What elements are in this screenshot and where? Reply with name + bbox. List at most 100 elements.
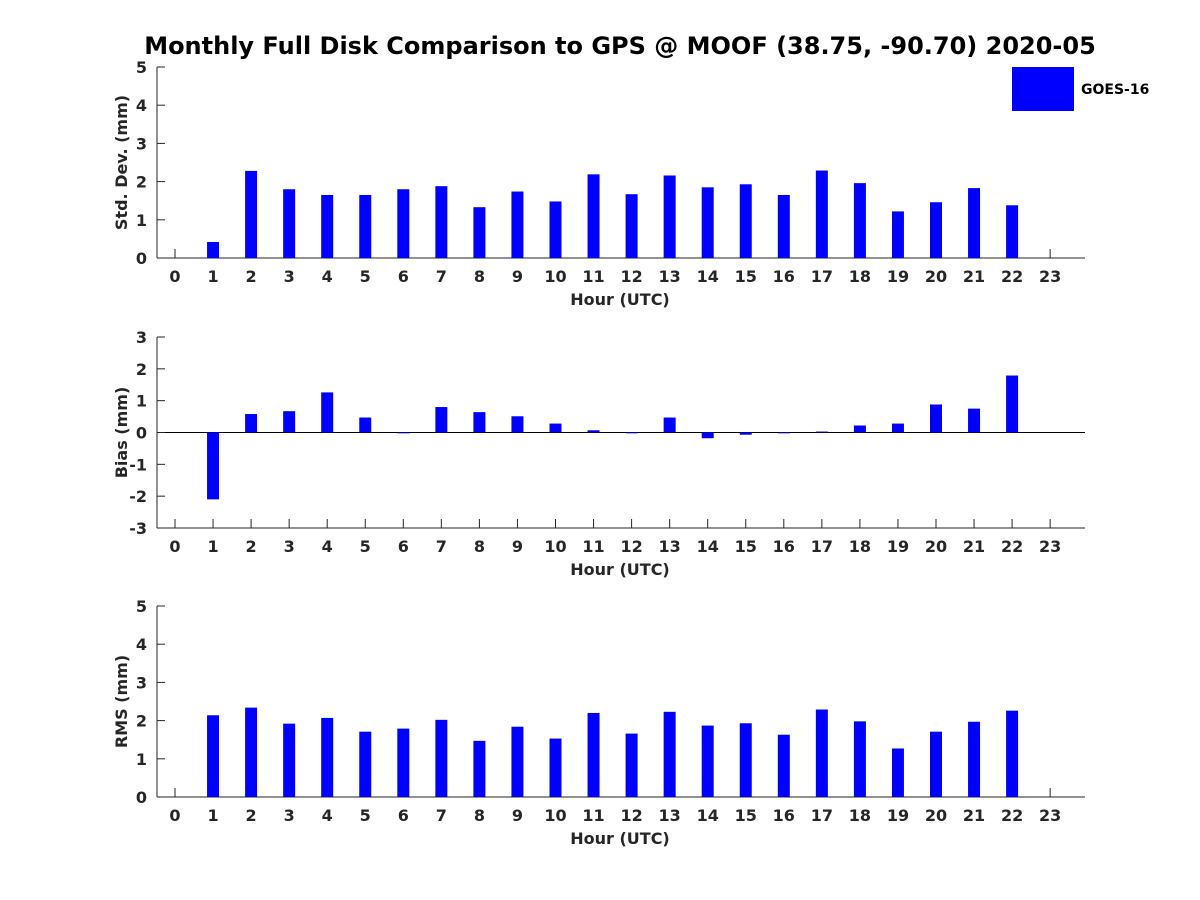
std-dev-x-tick-label: 0 xyxy=(169,267,180,286)
std-dev-x-tick-label: 16 xyxy=(773,267,795,286)
std-dev-x-tick-label: 9 xyxy=(512,267,523,286)
rms-bar-hour-20 xyxy=(930,731,942,797)
rms-bar-hour-2 xyxy=(245,707,258,797)
rms-x-tick-label: 8 xyxy=(474,806,485,825)
bias-y-tick-label: 1 xyxy=(136,392,147,411)
bias-bar-hour-1 xyxy=(207,432,220,500)
std-dev-bar-hour-19 xyxy=(891,211,904,258)
rms-x-tick-label: 14 xyxy=(697,806,719,825)
bias-x-tick-label: 2 xyxy=(246,537,257,556)
std-dev-x-tick-label: 6 xyxy=(398,267,409,286)
std-dev-y-label: Std. Dev. (mm) xyxy=(112,95,131,230)
bias-y-tick-label: 2 xyxy=(136,360,147,379)
std-dev-bar-hour-7 xyxy=(435,186,448,258)
rms-bar-hour-22 xyxy=(1006,710,1019,797)
bias-x-tick-label: 8 xyxy=(474,537,485,556)
std-dev-x-tick-label: 17 xyxy=(811,267,833,286)
bias-bar-hour-13 xyxy=(663,417,676,433)
bias-bar-hour-3 xyxy=(283,411,296,433)
bias-bar-hour-11 xyxy=(587,430,600,433)
bias-x-tick-label: 14 xyxy=(697,537,719,556)
bias-x-tick-label: 19 xyxy=(887,537,909,556)
bias-bar-hour-18 xyxy=(853,425,866,433)
bias-y-tick-label: 3 xyxy=(136,328,147,347)
std-dev-x-tick-label: 23 xyxy=(1039,267,1061,286)
rms-y-label: RMS (mm) xyxy=(112,655,131,748)
legend-label: GOES-16 xyxy=(1081,82,1149,98)
std-dev-x-tick-label: 11 xyxy=(582,267,604,286)
legend-swatch xyxy=(1012,67,1074,111)
bias-x-tick-label: 1 xyxy=(207,537,218,556)
rms-x-tick-label: 15 xyxy=(735,806,757,825)
std-dev-x-tick-label: 14 xyxy=(697,267,719,286)
bias-x-tick-label: 20 xyxy=(925,537,947,556)
bias-bar-hour-12 xyxy=(625,432,638,434)
rms-x-tick-label: 11 xyxy=(582,806,604,825)
bias-y-tick-label: -1 xyxy=(129,455,147,474)
std-dev-x-tick-label: 19 xyxy=(887,267,909,286)
std-dev-bar-hour-11 xyxy=(587,174,600,258)
rms-x-tick-label: 18 xyxy=(849,806,871,825)
bias-y-tick-label: 0 xyxy=(136,424,147,443)
std-dev-bar-hour-10 xyxy=(549,201,562,258)
std-dev-bar-hour-17 xyxy=(815,170,828,258)
rms-bar-hour-6 xyxy=(397,728,410,797)
std-dev-x-tick-label: 5 xyxy=(360,267,371,286)
std-dev-bar-hour-22 xyxy=(1006,205,1019,258)
std-dev-x-tick-label: 15 xyxy=(735,267,757,286)
std-dev-bar-hour-12 xyxy=(625,194,638,258)
rms-x-tick-label: 22 xyxy=(1001,806,1023,825)
rms-bar-hour-15 xyxy=(739,723,752,797)
rms-x-tick-label: 0 xyxy=(169,806,180,825)
bias-x-tick-label: 17 xyxy=(811,537,833,556)
rms-y-tick-label: 1 xyxy=(136,750,147,769)
rms-bar-hour-17 xyxy=(815,709,828,797)
std-dev-bar-hour-14 xyxy=(701,187,714,258)
rms-bar-hour-9 xyxy=(511,726,524,797)
rms-bar-hour-5 xyxy=(359,731,372,797)
rms-bar-hour-7 xyxy=(435,719,448,797)
bias-bar-hour-17 xyxy=(815,431,828,433)
rms-x-tick-label: 13 xyxy=(659,806,681,825)
bias-bar-hour-19 xyxy=(891,423,904,433)
std-dev-x-tick-label: 1 xyxy=(207,267,218,286)
std-dev-bar-hour-4 xyxy=(321,194,334,258)
std-dev-bar-hour-20 xyxy=(930,202,942,258)
bias-x-tick-label: 0 xyxy=(169,537,180,556)
bias-bar-hour-14 xyxy=(701,432,714,439)
legend: GOES-16 xyxy=(1012,67,1149,111)
bias-bar-hour-9 xyxy=(511,416,524,433)
bias-bar-hour-15 xyxy=(739,432,752,435)
rms-bar-hour-8 xyxy=(473,740,486,797)
bias-x-tick-label: 3 xyxy=(284,537,295,556)
std-dev-x-tick-label: 13 xyxy=(659,267,681,286)
std-dev-bar-hour-8 xyxy=(473,207,486,258)
rms-x-tick-label: 21 xyxy=(963,806,985,825)
std-dev-x-tick-label: 8 xyxy=(474,267,485,286)
bias-bar-hour-21 xyxy=(968,408,981,433)
std-dev-bar-hour-9 xyxy=(511,191,524,258)
std-dev-x-tick-label: 2 xyxy=(246,267,257,286)
bias-x-tick-label: 5 xyxy=(360,537,371,556)
rms-bar-hour-16 xyxy=(777,734,790,797)
std-dev-bar-hour-16 xyxy=(777,194,790,258)
rms-x-tick-label: 16 xyxy=(773,806,795,825)
bias-x-tick-label: 12 xyxy=(620,537,642,556)
rms-x-tick-label: 9 xyxy=(512,806,523,825)
bias-bar-hour-6 xyxy=(397,432,410,434)
rms-y-tick-label: 4 xyxy=(136,635,147,654)
bias-y-tick-label: -3 xyxy=(129,519,147,538)
bias-x-tick-label: 23 xyxy=(1039,537,1061,556)
rms-bar-hour-4 xyxy=(321,717,334,797)
bias-bar-hour-16 xyxy=(777,432,790,434)
std-dev-bar-hour-13 xyxy=(663,175,676,258)
bias-x-tick-label: 21 xyxy=(963,537,985,556)
rms-x-tick-label: 5 xyxy=(360,806,371,825)
std-dev-x-tick-label: 22 xyxy=(1001,267,1023,286)
bias-x-tick-label: 9 xyxy=(512,537,523,556)
figure-title: Monthly Full Disk Comparison to GPS @ MO… xyxy=(144,32,1096,60)
